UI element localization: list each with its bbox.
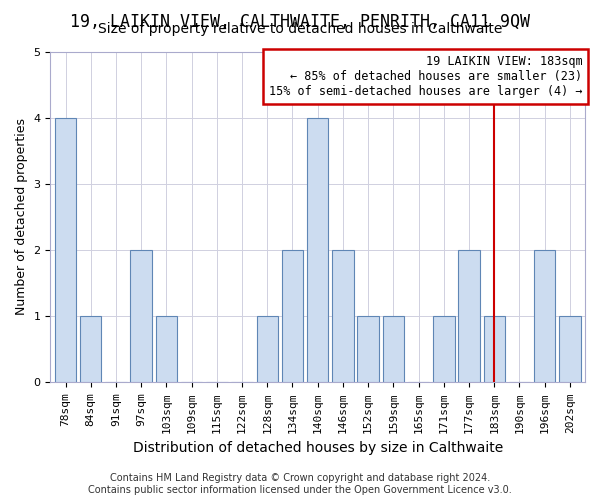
Bar (559, 316, 581, 382)
Bar (130, 250, 152, 382)
Bar (484, 316, 505, 382)
Bar (282, 250, 303, 382)
Text: Size of property relative to detached houses in Calthwaite: Size of property relative to detached ho… (98, 22, 502, 36)
Bar (458, 250, 480, 382)
Y-axis label: Number of detached properties: Number of detached properties (15, 118, 28, 316)
Bar (307, 118, 328, 382)
Bar (155, 316, 177, 382)
Bar (332, 250, 353, 382)
Bar (80, 316, 101, 382)
Bar (383, 316, 404, 382)
Bar (55, 118, 76, 382)
X-axis label: Distribution of detached houses by size in Calthwaite: Distribution of detached houses by size … (133, 441, 503, 455)
Text: 19, LAIKIN VIEW, CALTHWAITE, PENRITH, CA11 9QW: 19, LAIKIN VIEW, CALTHWAITE, PENRITH, CA… (70, 12, 530, 30)
Bar (534, 250, 556, 382)
Text: 19 LAIKIN VIEW: 183sqm
← 85% of detached houses are smaller (23)
15% of semi-det: 19 LAIKIN VIEW: 183sqm ← 85% of detached… (269, 55, 583, 98)
Bar (358, 316, 379, 382)
Text: Contains HM Land Registry data © Crown copyright and database right 2024.
Contai: Contains HM Land Registry data © Crown c… (88, 474, 512, 495)
Bar (433, 316, 455, 382)
Bar (257, 316, 278, 382)
